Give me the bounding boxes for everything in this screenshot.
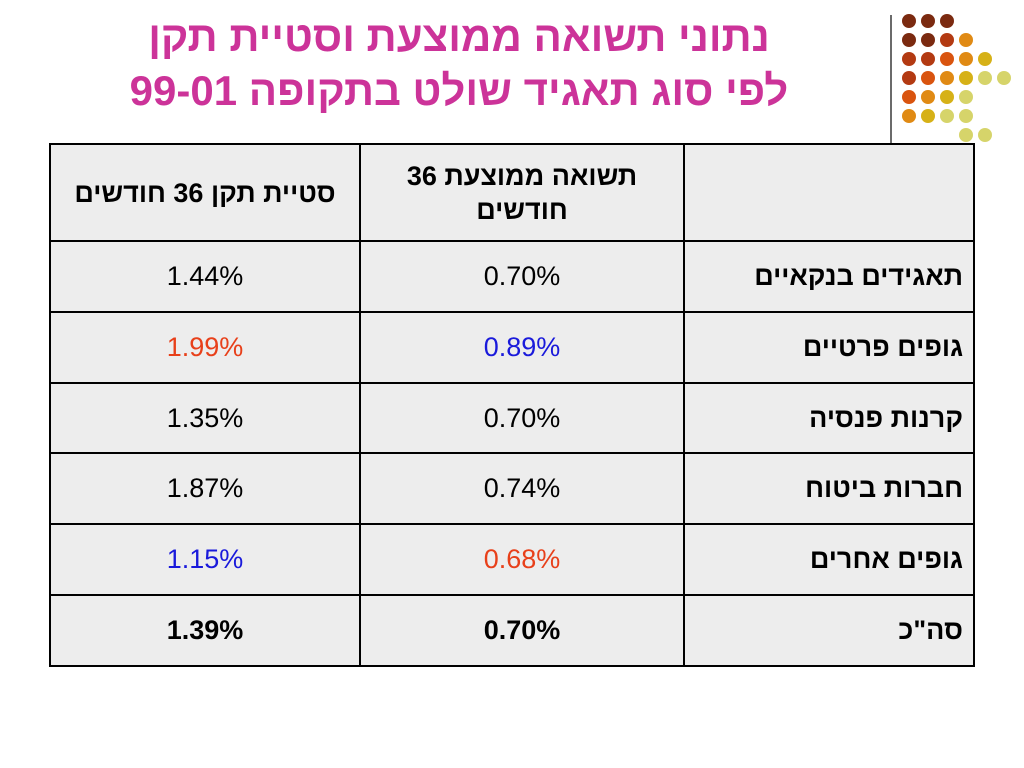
row-label: גופים פרטיים	[683, 310, 975, 384]
table-header-row: תשואה ממוצעת 36 חודשים סטיית תקן 36 חודש…	[49, 143, 975, 242]
avg-return-cell: 0.68%	[359, 523, 685, 597]
decorative-dot	[902, 52, 916, 66]
title-divider	[890, 15, 892, 145]
decorative-dot	[959, 52, 973, 66]
header-avg-return: תשואה ממוצעת 36 חודשים	[359, 143, 685, 242]
decorative-dot	[940, 14, 954, 28]
returns-table: תשואה ממוצעת 36 חודשים סטיית תקן 36 חודש…	[49, 143, 975, 667]
std-dev-cell: 1.39%	[49, 594, 361, 667]
title-line-1: נתוני תשואה ממוצעת וסטיית תקן	[148, 13, 770, 60]
header-category	[683, 143, 975, 242]
table-row: קרנות פנסיה 0.70% 1.35%	[49, 381, 975, 455]
decorative-dot	[902, 90, 916, 104]
decorative-dot	[921, 14, 935, 28]
table-row: גופים פרטיים 0.89% 1.99%	[49, 310, 975, 384]
decorative-dot	[921, 90, 935, 104]
decorative-dot	[940, 90, 954, 104]
table-row: גופים אחרים 0.68% 1.15%	[49, 523, 975, 597]
decorative-dot	[921, 71, 935, 85]
decorative-dot	[959, 128, 973, 142]
avg-return-cell: 0.70%	[359, 594, 685, 667]
decorative-dot	[902, 109, 916, 123]
std-dev-cell: 1.15%	[49, 523, 361, 597]
table-row: תאגידים בנקאיים 0.70% 1.44%	[49, 240, 975, 313]
decorative-dot	[940, 33, 954, 47]
header-std-dev: סטיית תקן 36 חודשים	[49, 143, 361, 242]
decorative-dot	[959, 90, 973, 104]
avg-return-cell: 0.70%	[359, 381, 685, 455]
title-line-2: לפי סוג תאגיד שולט בתקופה 99-01	[129, 67, 789, 114]
row-label: תאגידים בנקאיים	[683, 240, 975, 313]
table-row: סה"כ 0.70% 1.39%	[49, 594, 975, 667]
row-label: קרנות פנסיה	[683, 381, 975, 455]
decorative-dot	[940, 109, 954, 123]
avg-return-cell: 0.70%	[359, 240, 685, 313]
table-row: חברות ביטוח 0.74% 1.87%	[49, 452, 975, 526]
decorative-dot	[902, 33, 916, 47]
decorative-dot	[997, 71, 1011, 85]
decorative-dot-grid	[902, 14, 1012, 164]
std-dev-cell: 1.87%	[49, 452, 361, 526]
avg-return-cell: 0.74%	[359, 452, 685, 526]
decorative-dot	[959, 71, 973, 85]
std-dev-cell: 1.35%	[49, 381, 361, 455]
decorative-dot	[921, 52, 935, 66]
decorative-dot	[959, 33, 973, 47]
std-dev-cell: 1.99%	[49, 310, 361, 384]
row-label: חברות ביטוח	[683, 452, 975, 526]
decorative-dot	[902, 14, 916, 28]
decorative-dot	[902, 71, 916, 85]
row-label: סה"כ	[683, 594, 975, 667]
decorative-dot	[978, 52, 992, 66]
row-label: גופים אחרים	[683, 523, 975, 597]
decorative-dot	[921, 109, 935, 123]
std-dev-cell: 1.44%	[49, 240, 361, 313]
slide-title: נתוני תשואה ממוצעת וסטיית תקן לפי סוג תא…	[40, 10, 878, 118]
decorative-dot	[978, 128, 992, 142]
decorative-dot	[921, 33, 935, 47]
decorative-dot	[959, 109, 973, 123]
decorative-dot	[978, 71, 992, 85]
avg-return-cell: 0.89%	[359, 310, 685, 384]
decorative-dot	[940, 52, 954, 66]
decorative-dot	[940, 71, 954, 85]
